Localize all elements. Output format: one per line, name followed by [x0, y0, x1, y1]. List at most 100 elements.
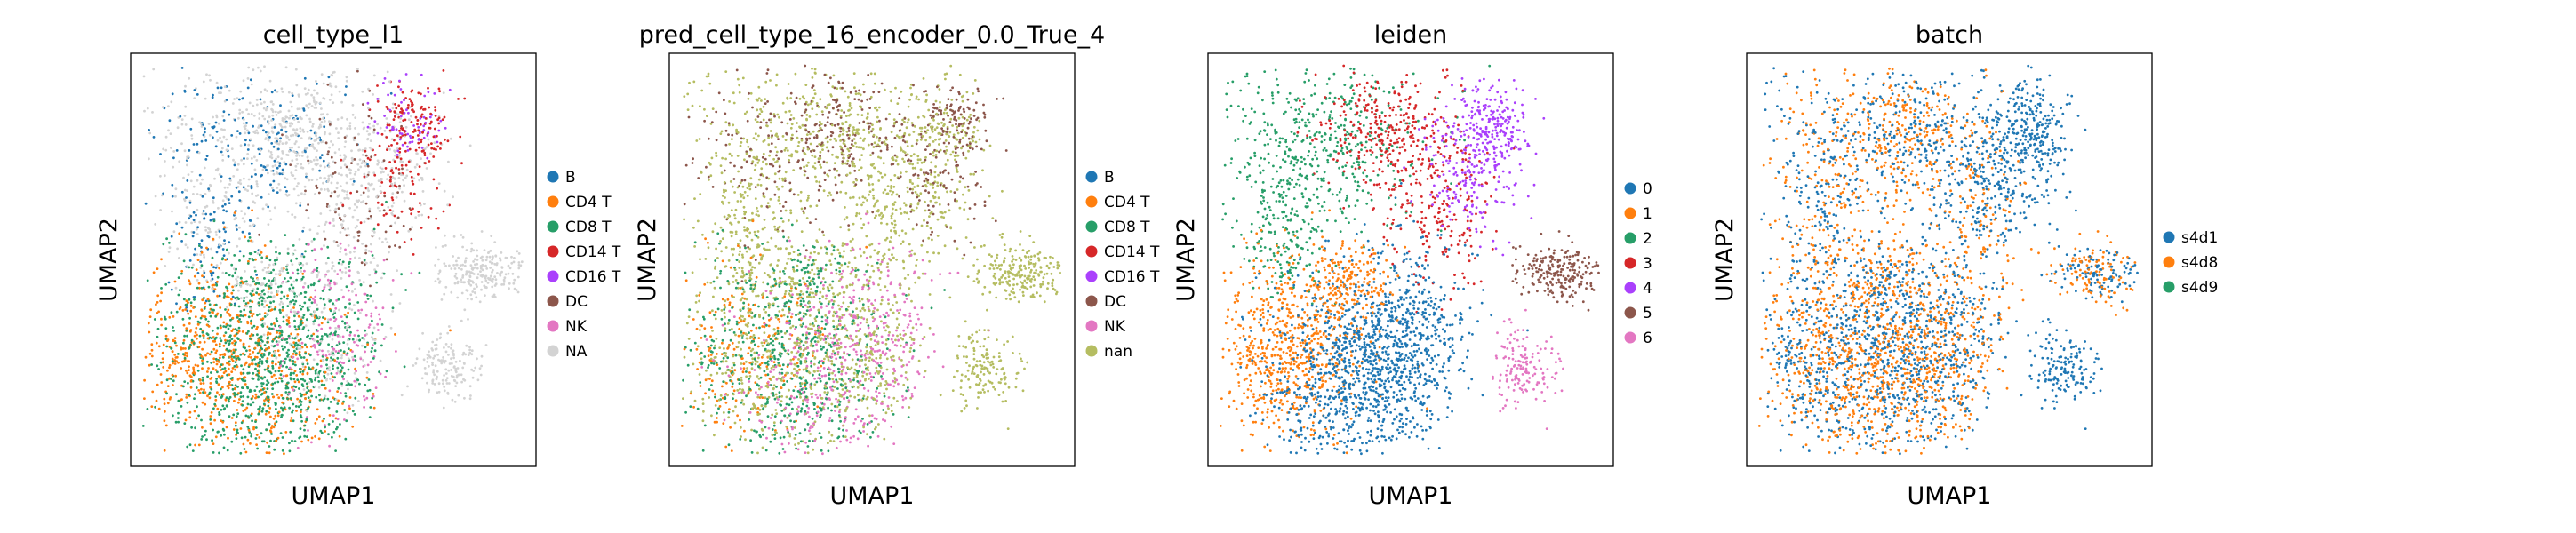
- scatter-point: [811, 67, 813, 70]
- scatter-point: [172, 362, 174, 365]
- scatter-point: [221, 393, 225, 396]
- scatter-point: [196, 233, 199, 235]
- scatter-point: [451, 398, 454, 402]
- scatter-point: [267, 120, 270, 123]
- scatter-point: [279, 137, 282, 140]
- scatter-point: [354, 385, 357, 388]
- scatter-point: [290, 122, 293, 125]
- scatter-point: [305, 318, 308, 322]
- scatter-point: [292, 129, 296, 132]
- scatter-point: [329, 279, 332, 282]
- scatter-point: [267, 336, 269, 339]
- scatter-point: [866, 174, 869, 177]
- scatter-point: [196, 259, 200, 261]
- scatter-point: [308, 120, 312, 123]
- scatter-point: [376, 84, 379, 87]
- scatter-point: [819, 120, 821, 123]
- scatter-point: [335, 360, 339, 363]
- scatter-point: [255, 129, 258, 132]
- scatter-point: [348, 396, 352, 399]
- scatter-point: [195, 213, 197, 217]
- scatter-point: [459, 359, 461, 362]
- scatter-point: [214, 343, 218, 346]
- scatter-point: [282, 347, 284, 351]
- scatter-point: [736, 155, 740, 157]
- scatter-point: [241, 400, 244, 403]
- scatter-point: [877, 179, 881, 182]
- scatter-point: [222, 221, 225, 225]
- scatter-point: [219, 136, 221, 139]
- scatter-point: [391, 279, 395, 282]
- scatter-point: [757, 97, 761, 100]
- scatter-point: [258, 117, 261, 120]
- scatter-point: [322, 353, 324, 356]
- scatter-point: [317, 380, 321, 383]
- scatter-point: [328, 366, 331, 369]
- scatter-point: [234, 271, 237, 274]
- scatter-point: [295, 335, 299, 338]
- scatter-point: [883, 140, 886, 144]
- scatter-point: [408, 147, 412, 151]
- scatter-point: [345, 384, 348, 386]
- scatter-point: [868, 107, 871, 109]
- scatter-point: [831, 198, 835, 202]
- scatter-point: [311, 143, 315, 147]
- scatter-point: [809, 221, 812, 225]
- scatter-point: [267, 364, 270, 368]
- scatter-point: [214, 398, 218, 402]
- scatter-point: [366, 298, 370, 300]
- scatter-point: [351, 290, 354, 293]
- scatter-point: [428, 350, 430, 354]
- scatter-point: [297, 325, 300, 329]
- scatter-point: [472, 281, 475, 284]
- scatter-point: [233, 254, 236, 257]
- scatter-point: [254, 341, 258, 345]
- scatter-point: [237, 190, 241, 194]
- scatter-point: [186, 189, 189, 193]
- scatter-point: [356, 270, 360, 274]
- scatter-point: [216, 86, 220, 90]
- scatter-point: [254, 437, 258, 440]
- scatter-point: [446, 139, 450, 143]
- scatter-point: [358, 257, 361, 259]
- scatter-point: [275, 157, 277, 161]
- scatter-point: [311, 314, 315, 318]
- scatter-point: [199, 182, 203, 186]
- scatter-point: [448, 88, 452, 91]
- scatter-point: [444, 378, 448, 382]
- scatter-point: [233, 392, 236, 394]
- scatter-point: [812, 96, 815, 99]
- scatter-point: [177, 276, 180, 279]
- scatter-point: [299, 127, 302, 130]
- scatter-point: [858, 158, 861, 162]
- scatter-point: [234, 424, 237, 427]
- scatter-point: [188, 298, 191, 301]
- scatter-point: [228, 274, 231, 277]
- scatter-point: [465, 270, 468, 274]
- scatter-point: [217, 122, 220, 125]
- scatter-point: [399, 117, 402, 120]
- scatter-point: [206, 231, 210, 235]
- scatter-point: [755, 213, 758, 217]
- scatter-point: [273, 373, 276, 377]
- scatter-point: [250, 175, 253, 179]
- scatter-point: [372, 227, 376, 231]
- scatter-point: [260, 102, 263, 106]
- scatter-point: [907, 118, 910, 122]
- scatter-point: [333, 359, 337, 362]
- scatter-point: [402, 179, 404, 182]
- scatter-point: [260, 91, 263, 94]
- scatter-point: [308, 305, 311, 308]
- scatter-point: [180, 67, 184, 69]
- scatter-point: [276, 147, 280, 151]
- scatter-point: [262, 297, 265, 300]
- scatter-point: [351, 183, 355, 186]
- scatter-point: [270, 344, 274, 347]
- scatter-point: [340, 366, 344, 370]
- scatter-point: [229, 179, 232, 182]
- scatter-point: [812, 89, 816, 91]
- scatter-point: [294, 310, 297, 314]
- scatter-point: [293, 344, 297, 347]
- scatter-point: [780, 210, 783, 212]
- scatter-point: [444, 368, 448, 371]
